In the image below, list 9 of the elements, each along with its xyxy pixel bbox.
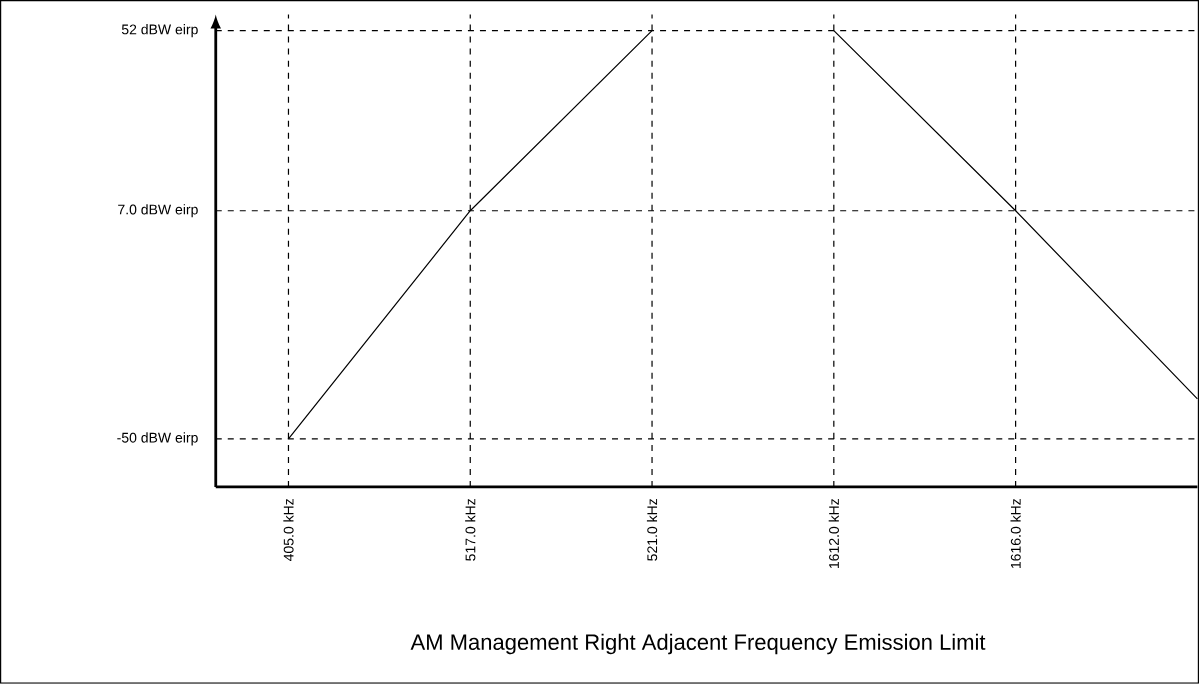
text: AM Management Right Adjacent Frequency Emission Limit [410,633,986,655]
x-tick-label: 521.0 kHz [646,499,658,561]
x-tick-label: 517.0 kHz [465,499,476,561]
x-tick-label: 1616.0 kHz [1010,499,1021,569]
y-tick-label: 52 dBW eirp [121,24,198,38]
x-tick-label: 1612.0 kHz [828,499,839,569]
y-tick-label: 7.0 dBW eirp [118,204,198,218]
x-tick-label: 405.0 kHz [283,499,294,562]
y-tick-label: -50 dBW eirp [117,432,198,446]
